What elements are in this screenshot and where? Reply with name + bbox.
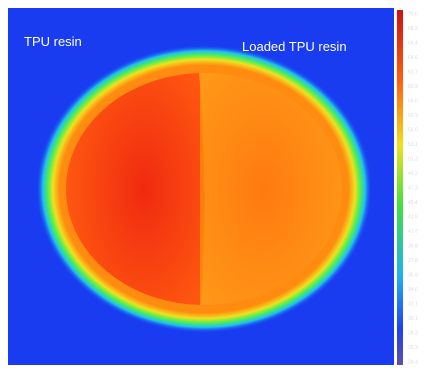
colorbar-tick-label: 35.9 (408, 272, 418, 278)
colorbar-tick-label: 30.1 (408, 316, 418, 322)
colorbar-tick-label: 24.4 (408, 359, 418, 365)
colorbar-tick-label: 64.6 (408, 55, 418, 61)
colorbar-tick-label: 28.3 (408, 330, 418, 336)
colorbar-tick-label: 43.6 (408, 214, 418, 220)
colorbar-tick-label: 62.7 (408, 69, 418, 75)
right-label: Loaded TPU resin (242, 39, 347, 54)
colorbar-tick-label: 45.4 (408, 200, 418, 206)
colorbar-tick-label: 66.4 (408, 40, 418, 46)
thermal-image: TPU resin Loaded TPU resin 70.0 68.2 66.4 6… (0, 0, 437, 371)
colorbar-tick-label: 51.3 (408, 156, 418, 162)
colorbar-tick-label: 37.8 (408, 258, 418, 264)
colorbar-tick-label: 53.1 (408, 142, 418, 148)
colorbar-tick-label: 60.9 (408, 84, 418, 90)
colorbar (397, 10, 403, 365)
left-label: TPU resin (24, 34, 82, 49)
colorbar-tick-label: 34.0 (408, 287, 418, 293)
colorbar-ticks: 70.0 68.2 66.4 64.6 62.7 60.9 59.0 56.9 55.0 53.1… (408, 11, 418, 365)
colorbar-tick-label: 56.9 (408, 113, 418, 119)
colorbar-tick-label: 59.0 (408, 98, 418, 104)
colorbar-tick-label: 26.3 (408, 345, 418, 351)
colorbar-tick-label: 49.2 (408, 171, 418, 177)
colorbar-tick-label: 41.7 (408, 229, 418, 235)
colorbar-tick-label: 55.0 (408, 127, 418, 133)
colorbar-tick-label: 39.8 (408, 243, 418, 249)
colorbar-tick-label: 47.3 (408, 185, 418, 191)
colorbar-tick-label: 68.2 (408, 26, 418, 32)
colorbar-tick-label: 32.1 (408, 301, 418, 307)
colorbar-tick-label: 70.0 (408, 11, 418, 17)
